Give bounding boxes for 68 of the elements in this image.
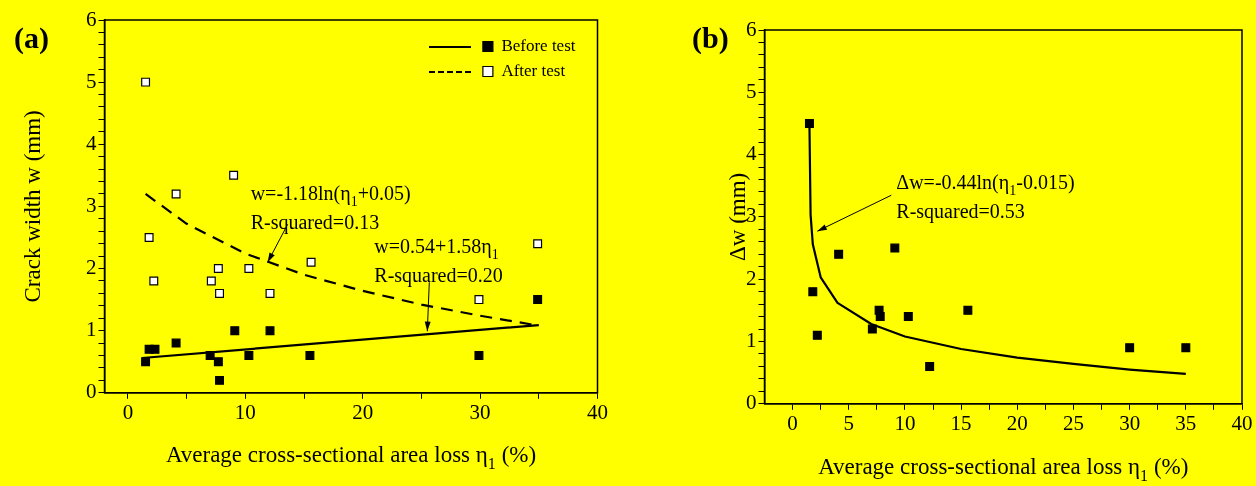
point — [903, 312, 913, 322]
legend-label: Before test — [501, 35, 576, 55]
point — [244, 351, 254, 361]
x-tick-label: 30 — [1119, 410, 1141, 435]
point — [474, 351, 484, 361]
point — [1181, 343, 1191, 353]
point — [474, 295, 484, 305]
y-tick-label: 5 — [86, 68, 97, 93]
point — [812, 330, 822, 340]
x-tick-label: 15 — [950, 410, 972, 435]
chart-title: (a) — [14, 21, 49, 55]
point — [144, 232, 154, 242]
point — [834, 249, 844, 259]
point — [215, 375, 225, 385]
point — [213, 264, 223, 274]
point — [215, 288, 225, 298]
y-tick-label: 6 — [746, 16, 757, 41]
point — [890, 243, 900, 253]
point — [150, 344, 160, 354]
x-tick-label: 40 — [1231, 410, 1253, 435]
point — [141, 357, 151, 367]
y-tick-label: 1 — [86, 317, 97, 342]
y-axis-title: Crack width w (mm) — [20, 110, 45, 303]
point — [171, 338, 181, 348]
y-tick-label: 2 — [746, 265, 757, 290]
point — [305, 351, 315, 361]
x-tick-label: 35 — [1175, 410, 1197, 435]
x-tick-label: 0 — [787, 410, 798, 435]
y-tick-label: 3 — [86, 192, 97, 217]
y-tick-label: 6 — [86, 6, 97, 31]
point — [205, 351, 215, 361]
y-tick-label: 4 — [746, 141, 757, 166]
y-tick-label: 2 — [86, 255, 97, 280]
x-tick-label: 40 — [587, 399, 608, 424]
point — [867, 324, 877, 334]
point — [141, 77, 151, 87]
x-tick-label: 20 — [1006, 410, 1028, 435]
point — [1125, 343, 1135, 353]
point — [265, 288, 275, 298]
point — [149, 276, 159, 286]
y-tick-label: 0 — [86, 379, 97, 404]
point — [925, 361, 935, 371]
point — [533, 239, 543, 249]
point — [306, 257, 316, 267]
chart-title: (b) — [692, 21, 729, 55]
point — [533, 295, 543, 305]
point — [875, 312, 885, 322]
y-tick-label: 4 — [86, 130, 97, 155]
y-tick-label: 1 — [746, 328, 757, 353]
point — [265, 326, 275, 336]
point — [229, 170, 239, 180]
point — [244, 264, 254, 274]
point — [808, 287, 818, 297]
legend-label: After test — [501, 60, 566, 80]
point — [206, 276, 216, 286]
point — [171, 189, 181, 199]
y-tick-label: 5 — [746, 78, 757, 103]
point — [213, 357, 223, 367]
x-tick-label: 5 — [843, 410, 855, 435]
x-tick-label: 25 — [1062, 410, 1084, 435]
x-tick-label: 10 — [234, 399, 256, 424]
point — [804, 118, 814, 128]
point — [230, 326, 240, 336]
x-tick-label: 30 — [469, 399, 491, 424]
x-tick-label: 0 — [122, 399, 134, 424]
x-tick-label: 20 — [352, 399, 374, 424]
x-tick-label: 10 — [894, 410, 916, 435]
point — [963, 305, 973, 315]
